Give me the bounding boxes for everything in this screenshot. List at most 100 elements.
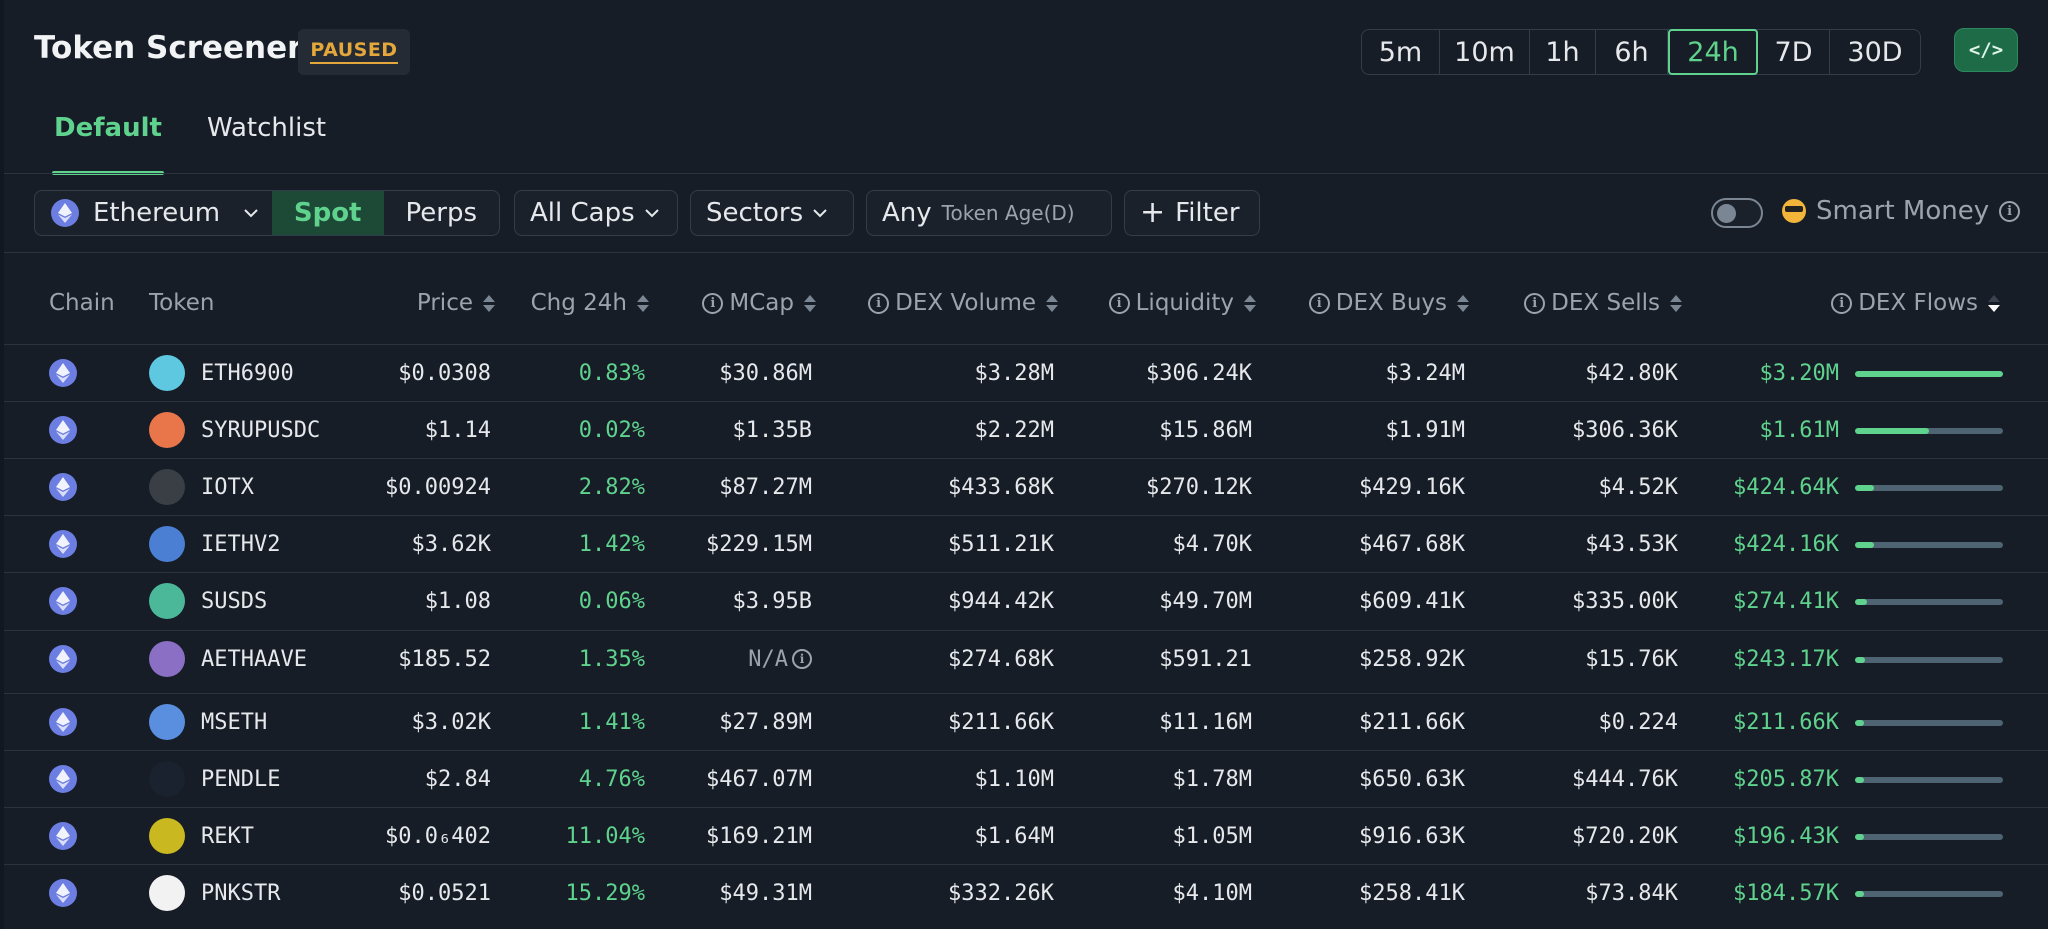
volume-cell: $1.10M bbox=[975, 751, 1054, 807]
token-logo-icon bbox=[149, 583, 185, 619]
column-header-dex-sells[interactable]: i DEX Sells bbox=[1524, 290, 1682, 316]
mcap-value: $30.86M bbox=[719, 360, 812, 386]
info-icon[interactable]: i bbox=[868, 292, 890, 314]
token-cell[interactable]: AETHAAVE bbox=[149, 631, 307, 687]
token-cell[interactable]: PENDLE bbox=[149, 751, 280, 807]
page-title[interactable]: Token Screener › bbox=[34, 30, 324, 66]
volume-value: $3.28M bbox=[974, 360, 1054, 386]
mcap-cell: $467.07M bbox=[706, 751, 812, 807]
chg-cell: 15.29% bbox=[566, 865, 645, 921]
buys-cell: $429.16K bbox=[1359, 459, 1465, 515]
token-age-filter[interactable]: Any Token Age(D) bbox=[866, 190, 1112, 236]
chg-cell: 1.41% bbox=[579, 694, 645, 750]
liquidity-value: $49.70M bbox=[1159, 588, 1252, 614]
column-label: Chg 24h bbox=[530, 290, 627, 316]
table-row[interactable]: SUSDS $1.08 0.06% $3.95B $944.42K $49.70M $609… bbox=[4, 572, 2048, 629]
buys-value: $258.41K bbox=[1359, 880, 1465, 906]
tab-default[interactable]: Default bbox=[52, 113, 164, 175]
token-cell[interactable]: REKT bbox=[149, 808, 254, 864]
column-header-liquidity[interactable]: i Liquidity bbox=[1108, 290, 1256, 316]
info-icon[interactable]: i bbox=[1831, 292, 1853, 314]
table-row[interactable]: PNKSTR $0.0521 15.29% $49.31M $332.26K $4.10M… bbox=[4, 864, 2048, 921]
timeframe-10m[interactable]: 10m bbox=[1440, 30, 1530, 74]
caps-select[interactable]: All Caps bbox=[514, 190, 678, 236]
table-row[interactable]: IOTX $0.00924 2.82% $87.27M $433.68K $270.12K… bbox=[4, 458, 2048, 515]
tab-watchlist[interactable]: Watchlist bbox=[206, 113, 327, 143]
code-icon: </> bbox=[1968, 39, 2004, 61]
column-header-chg-24h[interactable]: Chg 24h bbox=[531, 290, 649, 316]
ethereum-icon bbox=[49, 879, 77, 907]
table-row[interactable]: PENDLE $2.84 4.76% $467.07M $1.10M $1.78M $650… bbox=[4, 750, 2048, 807]
column-header-dex-flows[interactable]: i DEX Flows bbox=[1831, 290, 2000, 316]
token-cell[interactable]: IETHV2 bbox=[149, 516, 280, 572]
volume-cell: $3.28M bbox=[975, 345, 1054, 401]
mcap-cell: $87.27M bbox=[719, 459, 812, 515]
sectors-select-label: Sectors bbox=[706, 198, 804, 228]
buys-value: $609.41K bbox=[1359, 588, 1465, 614]
info-icon[interactable]: i bbox=[792, 649, 812, 669]
token-cell[interactable]: SYRUPUSDC bbox=[149, 402, 320, 458]
price-value: $0.00924 bbox=[385, 474, 491, 500]
table-row[interactable]: IETHV2 $3.62K 1.42% $229.15M $511.21K $4.70K $… bbox=[4, 515, 2048, 572]
column-header-price[interactable]: Price bbox=[417, 290, 495, 316]
column-label: DEX Volume bbox=[895, 290, 1036, 316]
column-label: Price bbox=[416, 290, 473, 316]
volume-cell: $211.66K bbox=[948, 694, 1054, 750]
column-header-dex-volume[interactable]: i DEX Volume bbox=[868, 290, 1058, 316]
token-cell[interactable]: SUSDS bbox=[149, 573, 267, 629]
column-header-dex-buys[interactable]: i DEX Buys bbox=[1308, 290, 1469, 316]
chain-cell bbox=[49, 459, 77, 515]
ethereum-icon bbox=[49, 530, 77, 558]
timeframe-6h[interactable]: 6h bbox=[1596, 30, 1668, 74]
sells-value: $43.53K bbox=[1585, 531, 1678, 557]
info-icon[interactable]: i bbox=[1999, 200, 2021, 222]
table-row[interactable]: SYRUPUSDC $1.14 0.02% $1.35B $2.22M $15.86M $1… bbox=[4, 401, 2048, 458]
sort-icon bbox=[1244, 294, 1256, 312]
dex-flow-bar bbox=[1855, 598, 2003, 605]
info-icon[interactable]: i bbox=[1308, 292, 1330, 314]
token-symbol: IOTX bbox=[201, 474, 254, 500]
timeframe-7d[interactable]: 7D bbox=[1758, 30, 1830, 74]
token-cell[interactable]: MSETH bbox=[149, 694, 267, 750]
mcap-value: $49.31M bbox=[719, 880, 812, 906]
sectors-select[interactable]: Sectors bbox=[690, 190, 854, 236]
chevron-down-icon bbox=[644, 208, 659, 217]
buys-value: $1.91M bbox=[1385, 417, 1465, 443]
chg-value: 1.41% bbox=[578, 709, 645, 735]
sells-cell: $0.224 bbox=[1599, 694, 1678, 750]
info-icon[interactable]: i bbox=[702, 292, 724, 314]
timeframe-1h[interactable]: 1h bbox=[1530, 30, 1596, 74]
market-spot-button[interactable]: Spot bbox=[271, 191, 384, 235]
table-row[interactable]: MSETH $3.02K 1.41% $27.89M $211.66K $11.16M $2… bbox=[4, 693, 2048, 750]
price-cell: $0.0₆402 bbox=[385, 808, 491, 864]
price-value: $0.0521 bbox=[398, 880, 491, 906]
sells-cell: $335.00K bbox=[1572, 573, 1678, 629]
table-row[interactable]: ETH6900 $0.0308 0.83% $30.86M $3.28M $306.24K… bbox=[4, 344, 2048, 401]
info-icon[interactable]: i bbox=[1108, 292, 1130, 314]
chain-select[interactable]: Ethereum bbox=[51, 198, 272, 228]
embed-code-button[interactable]: </> bbox=[1954, 28, 2018, 72]
column-header-mcap[interactable]: i MCap bbox=[702, 290, 816, 316]
dex-flow-bar-fill bbox=[1855, 541, 1875, 548]
smart-money-toggle[interactable] bbox=[1711, 198, 1763, 228]
chain-cell bbox=[49, 402, 77, 458]
info-icon[interactable]: i bbox=[1524, 292, 1546, 314]
sells-cell: $73.84K bbox=[1585, 865, 1678, 921]
filter-button[interactable]: + Filter bbox=[1124, 190, 1260, 236]
table-row[interactable]: AETHAAVE $185.52 1.35% N/A i $274.68K $591.21 $… bbox=[4, 630, 2048, 687]
table-row[interactable]: REKT $0.0₆402 11.04% $169.21M $1.64M $1.05M $9… bbox=[4, 807, 2048, 864]
token-cell[interactable]: ETH6900 bbox=[149, 345, 294, 401]
market-perps-button[interactable]: Perps bbox=[405, 198, 478, 228]
chg-value: 4.76% bbox=[578, 766, 645, 792]
timeframe-24h[interactable]: 24h bbox=[1668, 29, 1758, 75]
token-cell[interactable]: IOTX bbox=[149, 459, 254, 515]
timeframe-5m[interactable]: 5m bbox=[1362, 30, 1440, 74]
sort-icon bbox=[1670, 294, 1682, 312]
column-label: Token bbox=[149, 290, 215, 316]
token-cell[interactable]: PNKSTR bbox=[149, 865, 280, 921]
mcap-value: $87.27M bbox=[719, 474, 812, 500]
mcap-value: $467.07M bbox=[706, 766, 812, 792]
flows-value: $424.64K bbox=[1733, 474, 1839, 500]
token-symbol: AETHAAVE bbox=[201, 646, 307, 672]
timeframe-30d[interactable]: 30D bbox=[1847, 36, 1903, 68]
